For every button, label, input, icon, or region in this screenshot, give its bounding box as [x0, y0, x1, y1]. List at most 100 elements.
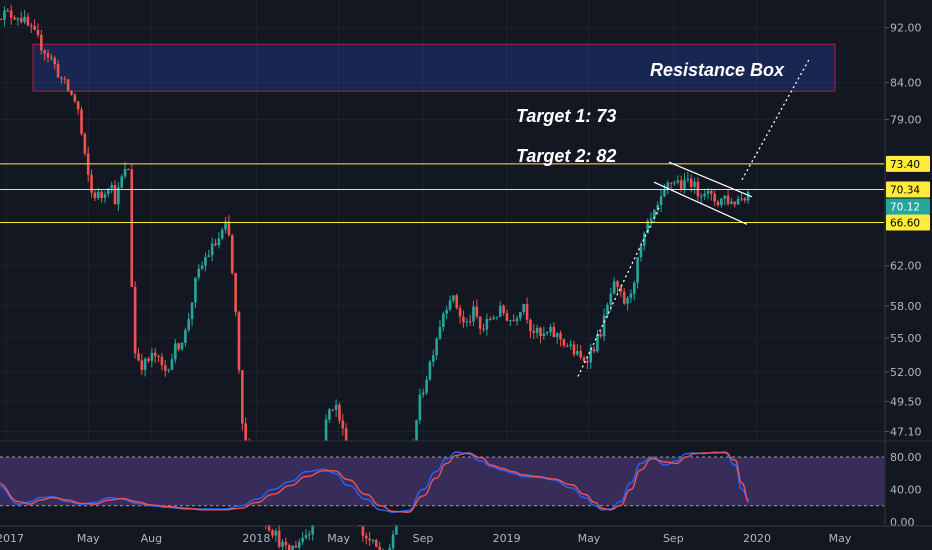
- candle: [331, 409, 335, 412]
- x-tick-label: May: [829, 532, 852, 545]
- candle: [579, 345, 582, 360]
- time-axis[interactable]: 2017 May Aug 2018 May Sep 2019 May Sep 2020 May: [0, 525, 932, 545]
- candle: [482, 323, 485, 333]
- candle: [519, 311, 522, 321]
- candle-body: [733, 201, 737, 205]
- candle: [622, 288, 626, 305]
- y-tick-label: 52.00: [890, 366, 922, 379]
- candle: [582, 355, 586, 363]
- candle-body: [40, 34, 43, 51]
- candle-body: [19, 18, 23, 23]
- candle: [297, 538, 301, 550]
- candle-body: [515, 318, 519, 322]
- candle: [224, 216, 227, 234]
- candle: [599, 330, 603, 339]
- candle: [190, 301, 194, 327]
- candle-body: [559, 333, 562, 340]
- candle-body: [572, 344, 576, 355]
- candle: [555, 331, 559, 344]
- candle-body: [157, 356, 160, 358]
- candle: [703, 189, 706, 200]
- candle-body: [686, 178, 690, 180]
- candle-body: [368, 538, 371, 541]
- candle-body: [170, 359, 174, 370]
- candle: [532, 324, 536, 340]
- flag-upper-trendline[interactable]: [668, 161, 753, 198]
- trendline-drawings[interactable]: [577, 57, 811, 377]
- candle-body: [334, 404, 338, 410]
- resistance-box[interactable]: [32, 43, 836, 92]
- candle-body: [706, 190, 710, 194]
- candle-body: [445, 309, 448, 314]
- breakout-projection-line[interactable]: [741, 57, 811, 181]
- candle-body: [237, 312, 241, 371]
- candle-body: [716, 201, 720, 206]
- candle: [525, 297, 529, 324]
- candle: [137, 348, 140, 362]
- candle-body: [519, 312, 522, 319]
- candle: [56, 60, 60, 78]
- price-levels[interactable]: 73.40 70.34 66.60 70.12: [0, 155, 930, 231]
- candle-body: [230, 235, 234, 274]
- candle-body: [552, 326, 556, 337]
- candle-body: [653, 209, 656, 219]
- candle: [220, 227, 224, 241]
- flag-lower-trendline[interactable]: [653, 181, 748, 225]
- candle: [431, 349, 435, 367]
- candle-body: [636, 257, 639, 283]
- candle-body: [632, 282, 636, 294]
- candle-body: [539, 327, 542, 337]
- candle-body: [710, 190, 713, 194]
- candle: [442, 311, 445, 332]
- candle: [3, 6, 6, 27]
- candle: [462, 310, 465, 328]
- candle: [371, 538, 375, 544]
- candle: [720, 197, 723, 208]
- candle: [103, 190, 107, 204]
- candle-body: [271, 530, 274, 536]
- x-tick-label: 2017: [0, 532, 24, 545]
- candle-body: [180, 342, 184, 350]
- candle-body: [505, 313, 509, 321]
- candle: [287, 543, 291, 550]
- candle-body: [103, 194, 107, 199]
- candle-body: [545, 332, 549, 334]
- candle-body: [388, 548, 392, 550]
- candle-body: [525, 304, 529, 320]
- candle: [746, 189, 750, 204]
- candle: [13, 15, 16, 20]
- candle-body: [301, 537, 304, 542]
- y-tick-label: 92.00: [890, 22, 922, 35]
- candle-body: [679, 180, 683, 190]
- candle: [180, 342, 184, 352]
- candle-body: [287, 544, 291, 550]
- candle: [653, 209, 656, 224]
- candle: [663, 184, 666, 198]
- candle: [76, 100, 80, 115]
- candle-body: [140, 360, 144, 371]
- candle-body: [73, 94, 77, 102]
- candle-body: [428, 361, 432, 380]
- candle-body: [33, 25, 36, 30]
- candle: [382, 548, 384, 550]
- support-projection-line[interactable]: [577, 205, 661, 377]
- candle-body: [160, 356, 164, 366]
- candle: [143, 357, 147, 377]
- candle-body: [475, 306, 479, 317]
- candle-body: [498, 305, 502, 317]
- candle-body: [602, 315, 606, 337]
- candle-body: [438, 326, 442, 339]
- candle: [730, 197, 733, 205]
- candle: [210, 237, 214, 262]
- resistance-box-rect[interactable]: [32, 43, 836, 92]
- candle: [100, 189, 103, 203]
- candle-body: [46, 53, 50, 58]
- candle: [509, 319, 512, 327]
- candle-body: [308, 534, 311, 536]
- candle: [308, 530, 311, 541]
- candle: [716, 199, 720, 208]
- candle: [153, 348, 157, 363]
- candle: [485, 313, 489, 336]
- candle: [200, 261, 204, 271]
